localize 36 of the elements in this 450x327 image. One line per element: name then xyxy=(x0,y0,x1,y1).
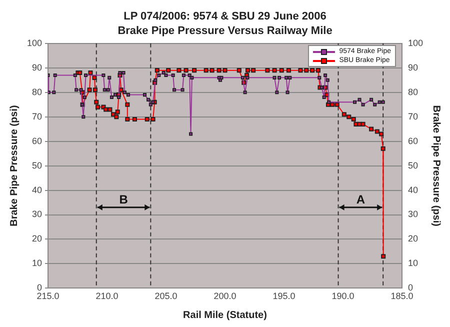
x-axis-title: Rail Mile (Statute) xyxy=(183,310,267,321)
annotation: A xyxy=(356,192,366,207)
x-tick-label: 200.0 xyxy=(214,291,236,302)
y-tick-label: 0 xyxy=(37,282,42,293)
x-tick-label: 205.0 xyxy=(154,291,178,302)
x-tick-label: 185.0 xyxy=(390,291,414,302)
y-tick-label: 40 xyxy=(32,184,42,195)
y-axis-title: Brake Pipe Pressure (psi) xyxy=(8,105,20,226)
y2-tick-label: 90 xyxy=(408,62,418,72)
y2-tick-label: 80 xyxy=(408,86,418,97)
y2-axis-title: Brake Pipe Pressure (psi) xyxy=(430,105,442,226)
chart-title: LP 074/2006: 9574 & SBU 29 June 2006 xyxy=(124,10,326,23)
y-tick-label: 100 xyxy=(26,38,42,48)
x-tick-label: 190.0 xyxy=(332,291,354,302)
y-tick-label: 70 xyxy=(32,111,42,122)
x-tick-label: 215.0 xyxy=(36,291,60,302)
y-tick-label: 90 xyxy=(32,62,42,72)
y2-tick-label: 100 xyxy=(408,38,424,48)
y-tick-label: 80 xyxy=(32,86,42,97)
y2-tick-label: 20 xyxy=(408,234,418,244)
y-tick-label: 60 xyxy=(32,136,42,146)
y2-tick-label: 70 xyxy=(408,111,418,122)
y-tick-label: 30 xyxy=(32,209,42,220)
y2-tick-label: 50 xyxy=(408,160,418,170)
y-tick-label: 10 xyxy=(32,258,42,268)
chart-subtitle: Brake Pipe Pressure Versus Railway Mile xyxy=(118,24,332,37)
annotation: B xyxy=(119,192,128,207)
y2-tick-label: 30 xyxy=(408,209,418,220)
x-tick-label: 210.0 xyxy=(96,291,118,302)
y2-tick-label: 10 xyxy=(408,258,418,268)
y-tick-label: 50 xyxy=(32,160,42,170)
x-tick-label: 195.0 xyxy=(272,291,296,302)
y-tick-label: 20 xyxy=(32,234,42,244)
y2-tick-label: 60 xyxy=(408,136,418,146)
y2-tick-label: 0 xyxy=(408,282,413,293)
y2-tick-label: 40 xyxy=(408,184,418,195)
